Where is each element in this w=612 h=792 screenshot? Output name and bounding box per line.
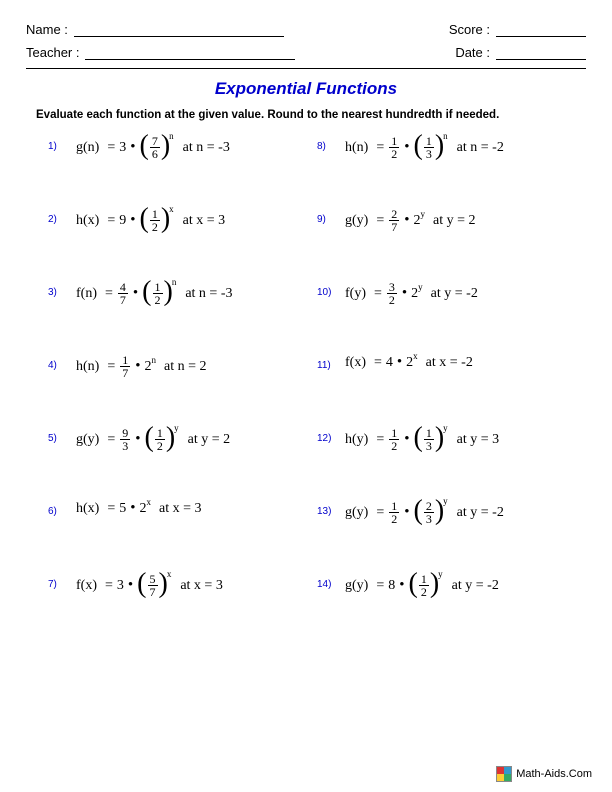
date-field: Date : (455, 45, 586, 60)
problems-container: 1)g(n)=3•(76)nat n = -32)h(x)=9•(12)xat … (26, 135, 586, 646)
date-blank (496, 46, 586, 60)
problem-number: 11) (317, 354, 345, 371)
name-field: Name : (26, 22, 284, 37)
problem-number: 1) (48, 135, 76, 152)
footer: Math-Aids.Com (496, 766, 592, 782)
problem: 5)g(y)=93•(12)yat y = 2 (48, 427, 317, 500)
problem: 4)h(n)=17•2nat n = 2 (48, 354, 317, 427)
date-label: Date : (455, 45, 490, 60)
problem-body: g(y)=27•2yat y = 2 (345, 208, 476, 233)
problem: 14)g(y)=8•(12)yat y = -2 (317, 573, 586, 646)
score-label: Score : (449, 22, 490, 37)
problem-body: h(x)=9•(12)xat x = 3 (76, 208, 225, 233)
problem-number: 12) (317, 427, 345, 444)
instructions-text: Evaluate each function at the given valu… (36, 109, 586, 121)
problem-body: h(x)=5•2xat x = 3 (76, 500, 202, 517)
problem-number: 14) (317, 573, 345, 590)
problems-left-column: 1)g(n)=3•(76)nat n = -32)h(x)=9•(12)xat … (48, 135, 317, 646)
problem-body: g(y)=8•(12)yat y = -2 (345, 573, 499, 598)
problem-number: 5) (48, 427, 76, 444)
problem-body: g(y)=12•(23)yat y = -2 (345, 500, 504, 525)
problem: 9)g(y)=27•2yat y = 2 (317, 208, 586, 281)
problem-number: 3) (48, 281, 76, 298)
problem: 8)h(n)=12•(13)nat n = -2 (317, 135, 586, 208)
problem-number: 9) (317, 208, 345, 225)
problem-body: f(y)=32•2yat y = -2 (345, 281, 478, 306)
problem: 3)f(n)=47•(12)nat n = -3 (48, 281, 317, 354)
problem: 11)f(x)=4•2xat x = -2 (317, 354, 586, 427)
problem-body: g(n)=3•(76)nat n = -3 (76, 135, 230, 160)
problem: 6)h(x)=5•2xat x = 3 (48, 500, 317, 573)
footer-logo-icon (496, 766, 512, 782)
score-blank (496, 23, 586, 37)
worksheet-page: Name : Score : Teacher : Date : Exponent… (0, 0, 612, 792)
problem-body: h(n)=17•2nat n = 2 (76, 354, 207, 379)
score-field: Score : (449, 22, 586, 37)
problem-number: 8) (317, 135, 345, 152)
footer-text: Math-Aids.Com (516, 768, 592, 780)
problem-body: g(y)=93•(12)yat y = 2 (76, 427, 230, 452)
problem: 13)g(y)=12•(23)yat y = -2 (317, 500, 586, 573)
header-row-2: Teacher : Date : (26, 45, 586, 60)
problem-body: h(n)=12•(13)nat n = -2 (345, 135, 504, 160)
problem: 2)h(x)=9•(12)xat x = 3 (48, 208, 317, 281)
header-row-1: Name : Score : (26, 22, 586, 37)
problem: 12)h(y)=12•(13)yat y = 3 (317, 427, 586, 500)
problem-body: f(x)=3•(57)xat x = 3 (76, 573, 223, 598)
teacher-field: Teacher : (26, 45, 295, 60)
worksheet-title: Exponential Functions (26, 79, 586, 99)
problem-number: 7) (48, 573, 76, 590)
name-blank (74, 23, 284, 37)
problem-number: 6) (48, 500, 76, 517)
problem-number: 13) (317, 500, 345, 517)
problem-number: 4) (48, 354, 76, 371)
problem-number: 10) (317, 281, 345, 298)
problem: 7)f(x)=3•(57)xat x = 3 (48, 573, 317, 646)
teacher-label: Teacher : (26, 45, 79, 60)
problem: 10)f(y)=32•2yat y = -2 (317, 281, 586, 354)
problem-body: f(n)=47•(12)nat n = -3 (76, 281, 233, 306)
problem-number: 2) (48, 208, 76, 225)
problem: 1)g(n)=3•(76)nat n = -3 (48, 135, 317, 208)
teacher-blank (85, 46, 295, 60)
problems-right-column: 8)h(n)=12•(13)nat n = -29)g(y)=27•2yat y… (317, 135, 586, 646)
problem-body: h(y)=12•(13)yat y = 3 (345, 427, 499, 452)
problem-body: f(x)=4•2xat x = -2 (345, 354, 473, 371)
name-label: Name : (26, 22, 68, 37)
header-divider (26, 68, 586, 69)
